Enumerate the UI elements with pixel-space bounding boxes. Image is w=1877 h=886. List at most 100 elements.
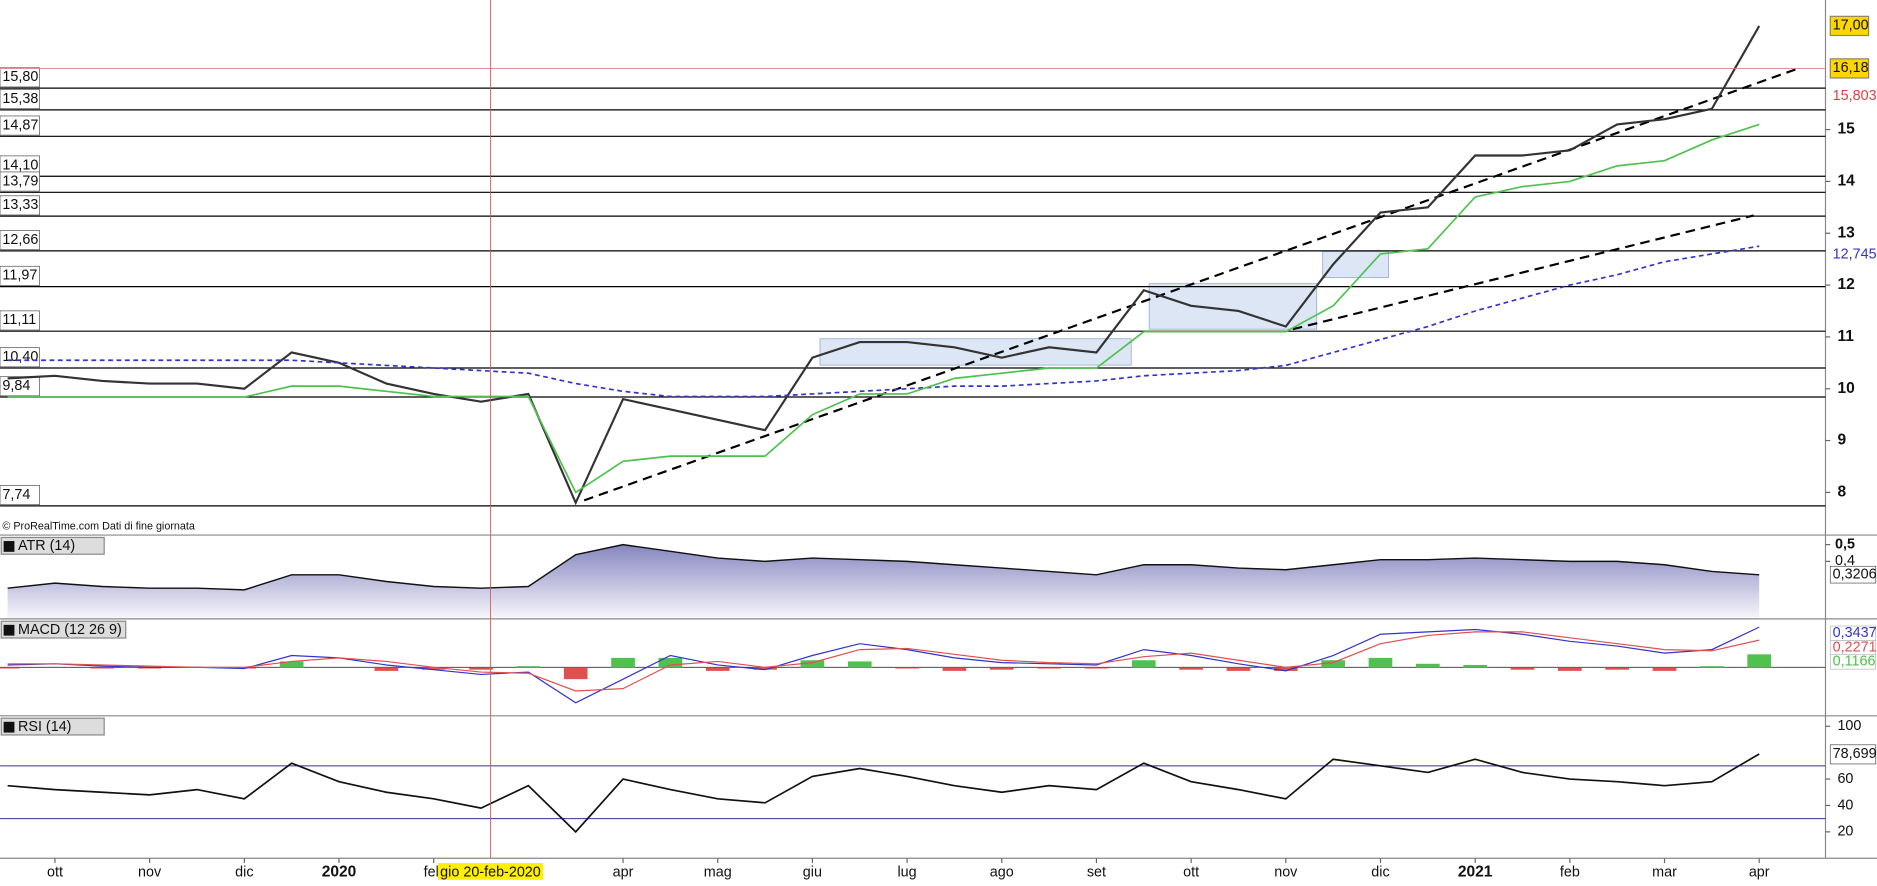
level-label: 13,79	[2, 173, 38, 189]
y-tick-label: 20	[1837, 824, 1853, 840]
histogram-bar	[753, 667, 777, 670]
y-tick-label: 9	[1837, 432, 1846, 449]
price-label: 15,803	[1833, 88, 1877, 104]
histogram-bar	[1415, 663, 1440, 668]
price-label-box	[1829, 15, 1870, 37]
x-tick-label: 2021	[1458, 864, 1493, 881]
indicator-title-box	[0, 620, 127, 639]
indicator-swatch	[3, 624, 15, 636]
indicator-title: RSI (14)	[18, 719, 71, 735]
level-label: 12,66	[2, 232, 38, 248]
indicator-title: MACD (12 26 9)	[18, 622, 122, 638]
last-value: 0,3437	[1833, 625, 1877, 641]
level-label: 15,80	[2, 69, 38, 85]
indicator-swatch	[3, 721, 15, 733]
level-label-box	[0, 265, 40, 286]
level-label-box	[0, 115, 40, 136]
histogram-bar	[1226, 667, 1251, 671]
series-line	[7, 753, 1760, 834]
x-tick-label: apr	[613, 864, 634, 880]
histogram-bar	[1368, 657, 1393, 668]
series-line	[7, 631, 1760, 692]
x-tick-label: 2020	[322, 864, 357, 881]
y-tick-label: 15	[1837, 121, 1855, 138]
level-label: 11,11	[2, 312, 36, 328]
histogram-bar	[1321, 660, 1345, 668]
histogram-bar	[1652, 667, 1677, 671]
histogram-bar	[611, 657, 635, 668]
histogram-bar	[374, 667, 399, 671]
level-label: 10,40	[2, 349, 38, 365]
histogram-bar	[1179, 667, 1203, 670]
area-line	[7, 543, 1760, 591]
y-tick-label: 14	[1837, 173, 1855, 190]
series-line	[7, 25, 1761, 506]
histogram-bar	[469, 667, 493, 670]
y-tick-label: 40	[1837, 797, 1853, 813]
series-line	[7, 123, 1760, 494]
histogram-bar	[1273, 667, 1298, 671]
histogram-bar	[1510, 667, 1535, 670]
last-value-box	[1829, 565, 1877, 584]
level-label: 13,33	[2, 197, 38, 213]
level-label-box	[0, 67, 40, 88]
cursor-label: gio 20-feb-2020	[440, 864, 541, 880]
histogram-bar	[563, 667, 588, 680]
indicator-title-box	[0, 717, 105, 736]
x-tick-label: set	[1087, 864, 1106, 880]
histogram-bar	[989, 667, 1014, 670]
indicator-swatch	[3, 541, 15, 552]
level-label: 15,38	[2, 91, 38, 107]
last-value-box	[1829, 744, 1877, 765]
y-tick-label: 100	[1837, 718, 1861, 734]
histogram-bar	[1037, 667, 1061, 669]
level-label-box	[0, 347, 40, 368]
x-tick-label: nov	[1274, 864, 1298, 880]
level-label: 11,97	[2, 268, 37, 284]
y-tick-label: 0,4	[1835, 553, 1855, 569]
level-label: 14,87	[2, 117, 38, 133]
x-tick-label: dic	[235, 864, 253, 880]
y-tick-label: 11	[1837, 328, 1854, 345]
level-label-box	[0, 195, 40, 216]
trend-line	[1292, 214, 1754, 331]
histogram-bar	[1700, 666, 1724, 668]
y-tick-label: 60	[1837, 771, 1853, 787]
histogram-bar	[1605, 667, 1630, 670]
last-value: 0,2271	[1833, 639, 1877, 655]
histogram-bar	[847, 661, 872, 668]
level-label-box	[0, 89, 40, 110]
histogram-bar	[421, 667, 446, 670]
last-value-box	[1829, 654, 1877, 670]
level-label-box	[0, 310, 40, 331]
y-tick-label: 8	[1837, 484, 1846, 501]
source: © ProRealTime.com Dati di fine giornata	[2, 521, 194, 533]
indicator-title-box	[0, 536, 105, 555]
last-value: 0,3206	[1833, 566, 1877, 582]
histogram-bar	[1747, 654, 1772, 668]
cursor-label-box	[437, 863, 544, 880]
x-tick-label: dic	[1371, 864, 1389, 880]
x-tick-label: mar	[1652, 864, 1677, 880]
series-line	[7, 626, 1760, 704]
last-value: 78,699	[1833, 746, 1877, 762]
price-label: 16,18	[1833, 60, 1869, 76]
y-tick-label: 12	[1837, 276, 1855, 293]
histogram-bar	[1084, 667, 1109, 669]
histogram-bar	[279, 661, 304, 668]
histogram-bar	[0, 667, 20, 669]
histogram-bar	[895, 667, 919, 669]
price-label-box	[1829, 58, 1870, 79]
level-label-box	[0, 171, 40, 192]
last-value: 0,1166	[1833, 654, 1876, 670]
series-line	[7, 245, 1760, 398]
level-label: 9,84	[2, 378, 30, 394]
price-label: 17,00	[1833, 18, 1869, 34]
histogram-bar	[705, 667, 730, 671]
y-tick-label: 0,5	[1835, 536, 1855, 552]
x-tick-label: feb	[1560, 864, 1580, 880]
x-tick-label: giu	[803, 864, 822, 880]
histogram-bar	[942, 667, 967, 671]
histogram-bar	[658, 657, 683, 668]
